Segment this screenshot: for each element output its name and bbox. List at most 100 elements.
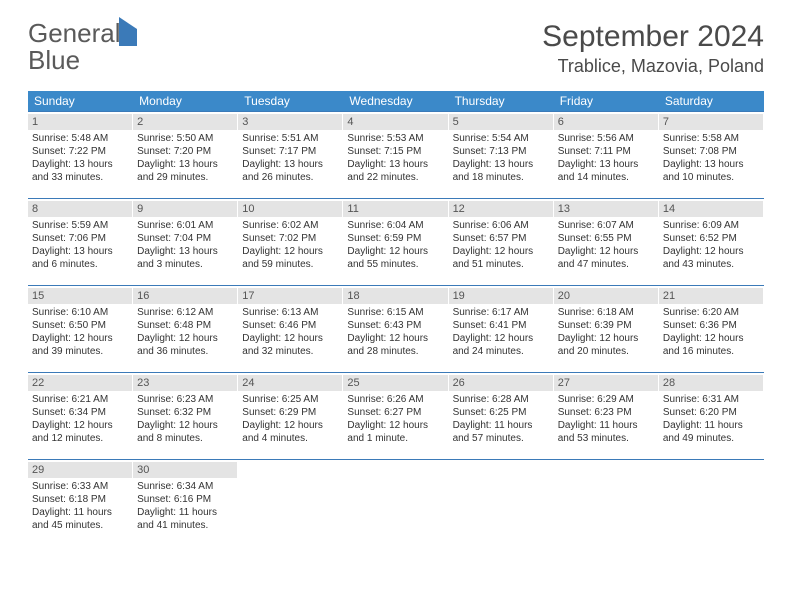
sunrise-text: Sunrise: 5:51 AM: [242, 132, 338, 145]
day2-text: and 45 minutes.: [32, 519, 128, 532]
day-cell: 7Sunrise: 5:58 AMSunset: 7:08 PMDaylight…: [659, 112, 764, 198]
location-text: Trablice, Mazovia, Poland: [542, 56, 764, 77]
sunset-text: Sunset: 6:50 PM: [32, 319, 128, 332]
day-number: 21: [659, 288, 763, 304]
day2-text: and 33 minutes.: [32, 171, 128, 184]
sunrise-text: Sunrise: 5:59 AM: [32, 219, 128, 232]
sunrise-text: Sunrise: 6:33 AM: [32, 480, 128, 493]
day2-text: and 4 minutes.: [242, 432, 338, 445]
sunrise-text: Sunrise: 6:15 AM: [347, 306, 443, 319]
dow-thursday: Thursday: [449, 91, 554, 111]
sunrise-text: Sunrise: 5:56 AM: [558, 132, 654, 145]
day2-text: and 6 minutes.: [32, 258, 128, 271]
sunrise-text: Sunrise: 6:31 AM: [663, 393, 759, 406]
day-cell: 23Sunrise: 6:23 AMSunset: 6:32 PMDayligh…: [133, 373, 238, 459]
day-number: 6: [554, 114, 658, 130]
page-title: September 2024: [542, 20, 764, 54]
day1-text: Daylight: 12 hours: [32, 419, 128, 432]
day-number: 27: [554, 375, 658, 391]
day1-text: Daylight: 13 hours: [663, 158, 759, 171]
day2-text: and 29 minutes.: [137, 171, 233, 184]
sunset-text: Sunset: 7:15 PM: [347, 145, 443, 158]
sunrise-text: Sunrise: 6:13 AM: [242, 306, 338, 319]
logo-line2: Blue: [28, 45, 80, 75]
day-number: 30: [133, 462, 237, 478]
day-number: 25: [343, 375, 447, 391]
day1-text: Daylight: 12 hours: [347, 332, 443, 345]
sunrise-text: Sunrise: 5:53 AM: [347, 132, 443, 145]
day-cell: 10Sunrise: 6:02 AMSunset: 7:02 PMDayligh…: [238, 199, 343, 285]
sunrise-text: Sunrise: 6:23 AM: [137, 393, 233, 406]
day2-text: and 14 minutes.: [558, 171, 654, 184]
sunset-text: Sunset: 7:13 PM: [453, 145, 549, 158]
sunrise-text: Sunrise: 6:02 AM: [242, 219, 338, 232]
dow-row: Sunday Monday Tuesday Wednesday Thursday…: [28, 91, 764, 111]
day1-text: Daylight: 12 hours: [242, 332, 338, 345]
day-cell: 29Sunrise: 6:33 AMSunset: 6:18 PMDayligh…: [28, 460, 133, 546]
week-row: 8Sunrise: 5:59 AMSunset: 7:06 PMDaylight…: [28, 198, 764, 285]
sunset-text: Sunset: 6:48 PM: [137, 319, 233, 332]
sunset-text: Sunset: 6:52 PM: [663, 232, 759, 245]
day-number: 3: [238, 114, 342, 130]
day-number: 24: [238, 375, 342, 391]
day-number: 12: [449, 201, 553, 217]
sunrise-text: Sunrise: 5:48 AM: [32, 132, 128, 145]
sunset-text: Sunset: 7:20 PM: [137, 145, 233, 158]
day-cell: 9Sunrise: 6:01 AMSunset: 7:04 PMDaylight…: [133, 199, 238, 285]
sunrise-text: Sunrise: 6:21 AM: [32, 393, 128, 406]
day-cell: 12Sunrise: 6:06 AMSunset: 6:57 PMDayligh…: [449, 199, 554, 285]
day1-text: Daylight: 12 hours: [32, 332, 128, 345]
day-cell: 5Sunrise: 5:54 AMSunset: 7:13 PMDaylight…: [449, 112, 554, 198]
sunrise-text: Sunrise: 6:04 AM: [347, 219, 443, 232]
sunrise-text: Sunrise: 6:17 AM: [453, 306, 549, 319]
week-row: 29Sunrise: 6:33 AMSunset: 6:18 PMDayligh…: [28, 459, 764, 546]
day-cell: 18Sunrise: 6:15 AMSunset: 6:43 PMDayligh…: [343, 286, 448, 372]
sunset-text: Sunset: 6:27 PM: [347, 406, 443, 419]
day-cell: 24Sunrise: 6:25 AMSunset: 6:29 PMDayligh…: [238, 373, 343, 459]
title-block: September 2024 Trablice, Mazovia, Poland: [542, 20, 764, 77]
day2-text: and 41 minutes.: [137, 519, 233, 532]
day-cell: 30Sunrise: 6:34 AMSunset: 6:16 PMDayligh…: [133, 460, 238, 546]
day-cell: 2 Sunrise: 5:50 AMSunset: 7:20 PMDaylight…: [133, 112, 238, 198]
sunrise-text: Sunrise: 6:09 AM: [663, 219, 759, 232]
sunset-text: Sunset: 7:17 PM: [242, 145, 338, 158]
day2-text: and 20 minutes.: [558, 345, 654, 358]
dow-monday: Monday: [133, 91, 238, 111]
sunset-text: Sunset: 6:43 PM: [347, 319, 443, 332]
sunset-text: Sunset: 6:29 PM: [242, 406, 338, 419]
day-cell: 6Sunrise: 5:56 AMSunset: 7:11 PMDaylight…: [554, 112, 659, 198]
day1-text: Daylight: 12 hours: [137, 419, 233, 432]
day1-text: Daylight: 11 hours: [663, 419, 759, 432]
week-row: 1Sunrise: 5:48 AMSunset: 7:22 PMDaylight…: [28, 111, 764, 198]
sunrise-text: Sunrise: 6:26 AM: [347, 393, 443, 406]
sunrise-text: Sunrise: 6:18 AM: [558, 306, 654, 319]
day1-text: Daylight: 12 hours: [242, 245, 338, 258]
day-number: 4: [343, 114, 447, 130]
week-row: 22Sunrise: 6:21 AMSunset: 6:34 PMDayligh…: [28, 372, 764, 459]
day2-text: and 49 minutes.: [663, 432, 759, 445]
sunrise-text: Sunrise: 6:07 AM: [558, 219, 654, 232]
day-cell: 11Sunrise: 6:04 AMSunset: 6:59 PMDayligh…: [343, 199, 448, 285]
day-number: 16: [133, 288, 237, 304]
day2-text: and 3 minutes.: [137, 258, 233, 271]
day1-text: Daylight: 12 hours: [137, 332, 233, 345]
day1-text: Daylight: 13 hours: [347, 158, 443, 171]
day-number: 17: [238, 288, 342, 304]
day-number: 28: [659, 375, 763, 391]
day1-text: Daylight: 12 hours: [663, 245, 759, 258]
sunrise-text: Sunrise: 5:50 AM: [137, 132, 233, 145]
day1-text: Daylight: 13 hours: [137, 158, 233, 171]
day-number: 8: [28, 201, 132, 217]
day-cell: 14 Sunrise: 6:09 AMSunset: 6:52 PMDayligh…: [659, 199, 764, 285]
day-cell: 13Sunrise: 6:07 AMSunset: 6:55 PMDayligh…: [554, 199, 659, 285]
day1-text: Daylight: 12 hours: [453, 245, 549, 258]
day-cell: 26Sunrise: 6:28 AMSunset: 6:25 PMDayligh…: [449, 373, 554, 459]
day2-text: and 51 minutes.: [453, 258, 549, 271]
day2-text: and 28 minutes.: [347, 345, 443, 358]
sunset-text: Sunset: 7:11 PM: [558, 145, 654, 158]
day-number: 14: [659, 201, 763, 217]
sunrise-text: Sunrise: 6:20 AM: [663, 306, 759, 319]
day-number: 2: [133, 114, 237, 130]
day-cell: 15Sunrise: 6:10 AMSunset: 6:50 PMDayligh…: [28, 286, 133, 372]
day-cell: 20Sunrise: 6:18 AMSunset: 6:39 PMDayligh…: [554, 286, 659, 372]
